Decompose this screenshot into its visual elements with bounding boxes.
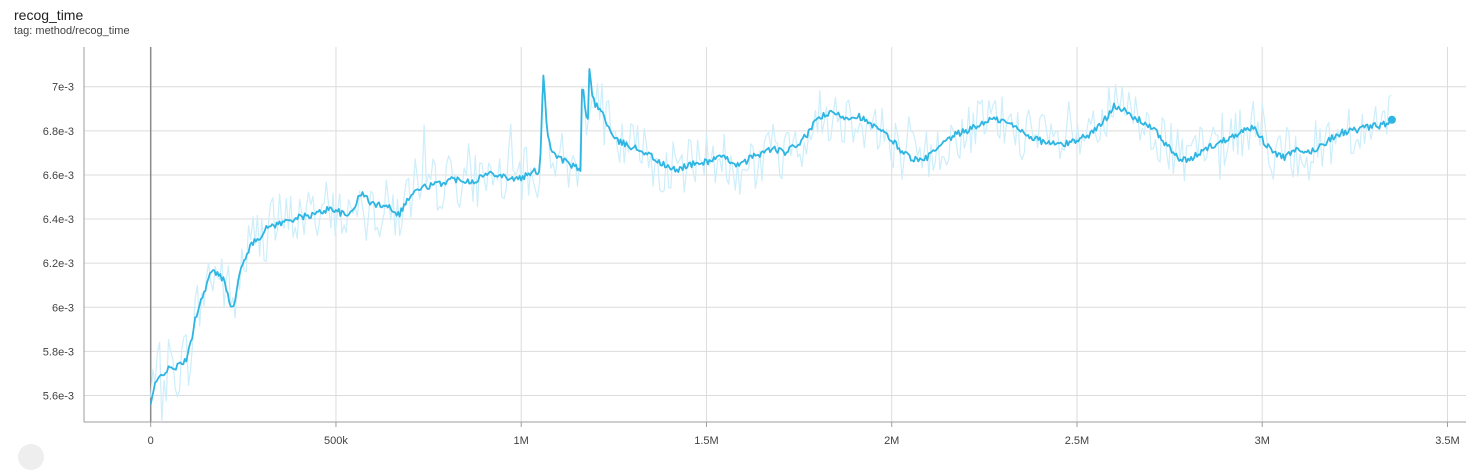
x-tick-label: 2.5M: [1065, 435, 1089, 447]
expand-button[interactable]: [18, 444, 44, 470]
chart-tag: tag: method/recog_time: [14, 25, 130, 37]
x-tick-label: 1M: [514, 435, 529, 447]
x-tick-label: 3M: [1255, 435, 1270, 447]
x-tick-label: 3.5M: [1435, 435, 1459, 447]
raw-series-line: [150, 79, 1392, 422]
y-tick-label: 5.8e-3: [43, 346, 74, 358]
tick-label-layer: 5.6e-3 5.8e-3 6e-3 6.2e-3 6.4e-3 6.6e-3 6.8e-3…: [43, 82, 1460, 447]
y-tick-label: 7e-3: [52, 82, 74, 94]
y-tick-label: 6.8e-3: [43, 126, 74, 138]
x-tick-label: 0: [148, 435, 154, 447]
smoothed-series-layer: [149, 68, 1396, 405]
y-tick-label: 6.2e-3: [43, 258, 74, 270]
card-header: recog_time tag: method/recog_time: [14, 6, 130, 38]
x-tick-label: 2M: [884, 435, 899, 447]
axis-layer: [83, 47, 1466, 427]
line-chart[interactable]: 5.6e-3 5.8e-3 6e-3 6.2e-3 6.4e-3 6.6e-3 6.8e-3…: [0, 0, 1473, 452]
y-tick-label: 6.6e-3: [43, 170, 74, 182]
x-tick-label: 1.5M: [694, 435, 718, 447]
chart-title: recog_time: [14, 7, 84, 23]
series-endpoint-marker: [1387, 115, 1396, 124]
grid-layer: [84, 47, 1466, 422]
y-tick-label: 5.6e-3: [43, 391, 74, 403]
y-tick-label: 6.4e-3: [43, 214, 74, 226]
smoothed-series-line: [149, 68, 1393, 405]
x-tick-label: 500k: [324, 435, 348, 447]
raw-series-layer: [150, 79, 1392, 422]
y-tick-label: 6e-3: [52, 302, 74, 314]
